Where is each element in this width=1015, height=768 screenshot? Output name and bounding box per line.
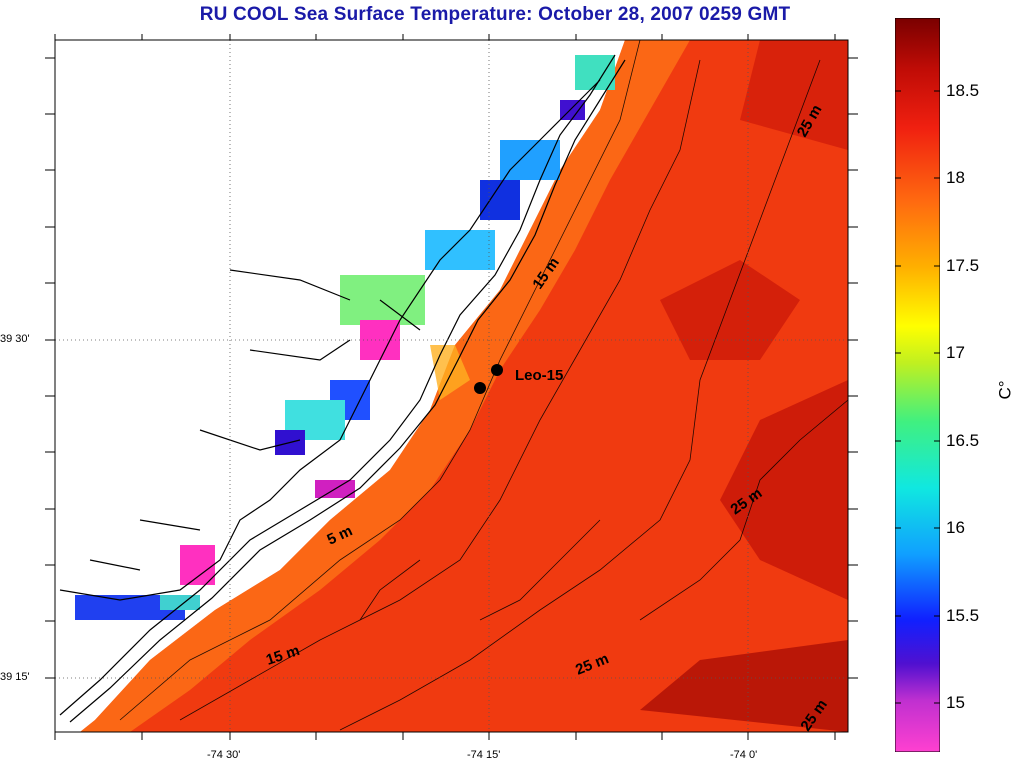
colorbar-tick-label: 18.5 [946,81,980,100]
colorbar-unit-label: C° [995,380,1015,400]
nearshore-band [80,40,690,732]
warm-patches [640,40,848,732]
bathymetry-contours [119,40,848,731]
map-title: RU COOL Sea Surface Temperature: October… [199,4,791,25]
colorbar-tick-label: 16.5 [946,431,980,450]
coastline [59,54,626,723]
station-marker-2 [474,382,486,394]
station-label: Leo-15 [515,367,563,384]
lon-tick-label: -74 15' [467,749,501,761]
colorbar-tick-label: 18 [946,168,965,187]
colorbar-tick-label: 17.5 [946,256,980,275]
colorbar-tick-label: 15 [946,693,965,712]
colorbar-tick-label: 15.5 [946,606,980,625]
lon-tick-label: -74 30' [207,749,241,761]
lat-tick-label: 39 15' [0,671,30,683]
colorbar-tick-label: 17 [946,343,965,362]
colorbar [894,17,941,753]
lon-tick-label: -74 0' [730,749,758,761]
frame-ticks [45,34,858,740]
lat-tick-label: 39 30' [0,333,30,345]
graticule [55,40,848,732]
colorbar-tick-label: 16 [946,518,965,537]
station-marker-1 [491,364,503,376]
sst-map: Leo-15 25 m 15 m 25 m 5 m 15 m 25 m 25 m [45,34,858,740]
